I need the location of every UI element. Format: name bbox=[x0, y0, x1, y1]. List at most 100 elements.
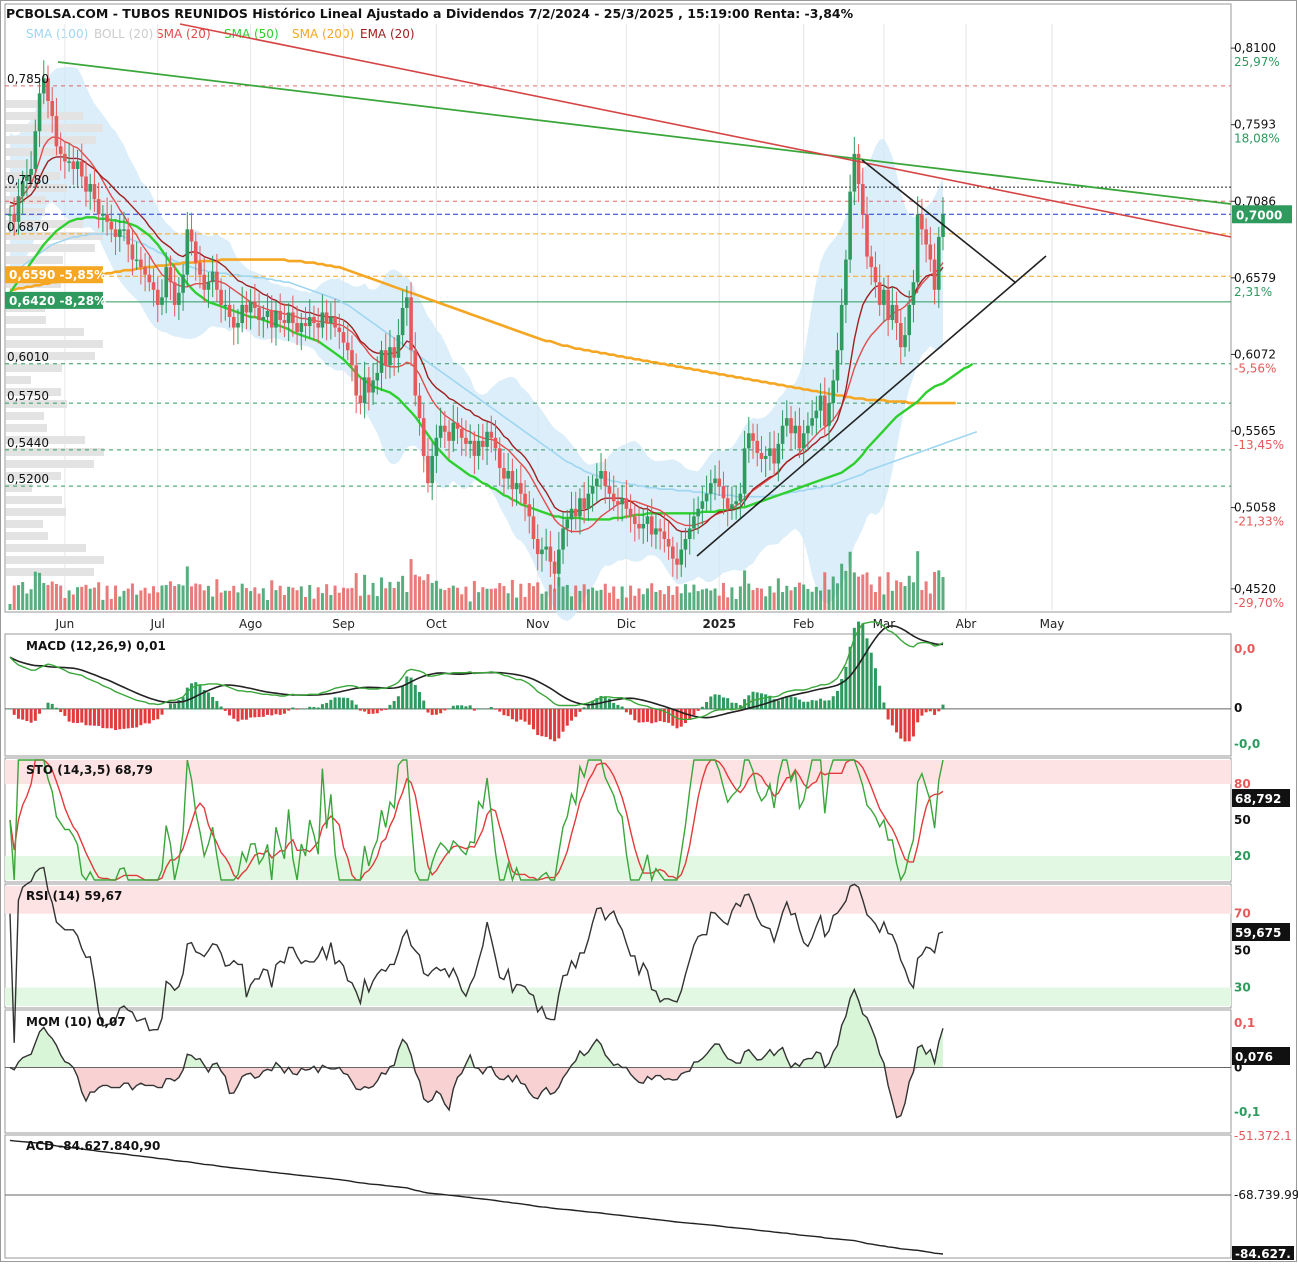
volume-bar bbox=[743, 570, 747, 610]
candle-body bbox=[641, 523, 646, 529]
candle-body bbox=[603, 471, 608, 487]
volume-bar bbox=[510, 579, 514, 610]
macd-histogram-bar bbox=[759, 693, 763, 710]
macd-histogram-bar bbox=[671, 708, 675, 726]
candle-body bbox=[704, 493, 709, 502]
volume-bar bbox=[266, 600, 270, 610]
candle-body bbox=[531, 516, 536, 540]
macd-histogram-bar bbox=[451, 705, 455, 710]
volume-bar bbox=[33, 571, 37, 610]
volume-bar bbox=[413, 574, 417, 610]
candle-body bbox=[633, 516, 637, 524]
macd-histogram-bar bbox=[544, 708, 548, 737]
macd-histogram-bar bbox=[291, 707, 295, 710]
volume-bar bbox=[489, 588, 493, 610]
macd-histogram-bar bbox=[937, 708, 941, 712]
candle-body bbox=[63, 153, 67, 162]
volume-bar bbox=[599, 589, 603, 610]
volume-bar bbox=[696, 591, 700, 610]
candle-body bbox=[540, 549, 544, 555]
candle-body bbox=[535, 539, 540, 555]
volume-bar bbox=[569, 596, 573, 610]
volume-bar bbox=[451, 585, 455, 610]
candle-body bbox=[911, 282, 916, 305]
candle-body bbox=[649, 516, 654, 535]
volume-bar bbox=[852, 572, 856, 610]
candle-body bbox=[160, 297, 164, 305]
candle-body bbox=[248, 301, 253, 313]
mom-value-tag bbox=[1232, 1047, 1290, 1065]
x-tick-label: Jul bbox=[150, 617, 165, 631]
volume-bar bbox=[823, 572, 827, 610]
candle-body bbox=[595, 478, 599, 487]
volume-bar bbox=[249, 591, 253, 610]
volume-bar bbox=[802, 584, 806, 610]
volume-bar bbox=[603, 583, 607, 610]
volume-bar bbox=[177, 584, 181, 610]
macd-histogram-bar bbox=[266, 708, 270, 715]
candle-body bbox=[856, 153, 861, 185]
volume-bar bbox=[882, 594, 886, 610]
y-tick-label: 0,6072 bbox=[1234, 347, 1276, 361]
macd-histogram-bar bbox=[430, 708, 434, 715]
macd-histogram-bar bbox=[616, 704, 620, 710]
left-level-label: 0,7850 bbox=[7, 72, 49, 86]
sma100-line bbox=[9, 233, 978, 498]
volume-bar bbox=[29, 589, 33, 610]
macd-histogram-bar bbox=[422, 700, 426, 710]
macd-histogram-bar bbox=[531, 708, 535, 730]
candle-body bbox=[848, 191, 852, 260]
macd-axis-label: 0,0 bbox=[1234, 642, 1255, 656]
macd-histogram-bar bbox=[679, 708, 683, 727]
volume-bar bbox=[819, 590, 823, 610]
rsi-axis-label: 50 bbox=[1234, 944, 1251, 958]
macd-histogram-bar bbox=[941, 704, 945, 710]
left-level-label: 0,6870 bbox=[7, 220, 49, 234]
candle-body bbox=[12, 214, 17, 222]
candle-body bbox=[915, 214, 920, 283]
volume-bar bbox=[105, 585, 109, 610]
candle-body bbox=[489, 431, 494, 438]
volume-profile-bar bbox=[6, 256, 63, 264]
volume-bar bbox=[434, 580, 438, 610]
volume-bar bbox=[304, 597, 308, 610]
macd-histogram-bar bbox=[164, 708, 168, 710]
volume-bar bbox=[401, 575, 405, 610]
volume-bar bbox=[700, 589, 704, 610]
candle-body bbox=[544, 546, 548, 550]
candle-body bbox=[139, 259, 143, 268]
candle-body bbox=[329, 316, 333, 324]
mom-negative-area bbox=[10, 1067, 943, 1118]
macd-histogram-bar bbox=[510, 708, 514, 720]
volume-profile-bar bbox=[6, 220, 83, 228]
macd-histogram-bar bbox=[612, 702, 616, 710]
macd-histogram-bar bbox=[168, 703, 172, 710]
macd-histogram-bar bbox=[933, 708, 937, 715]
candle-body bbox=[578, 498, 582, 517]
y-tick-label: 0,4520 bbox=[1234, 582, 1276, 596]
candle-body bbox=[873, 267, 878, 283]
x-tick-label: Sep bbox=[332, 617, 355, 631]
volume-profile-bar bbox=[6, 460, 94, 468]
volume-bar bbox=[371, 582, 375, 610]
mom-axis-label: 0,1 bbox=[1234, 1016, 1255, 1030]
volume-bar bbox=[278, 585, 282, 610]
volume-bar bbox=[168, 581, 172, 610]
volume-bar bbox=[709, 590, 713, 610]
macd-histogram-bar bbox=[848, 646, 852, 710]
macd-histogram-bar bbox=[202, 690, 206, 710]
candle-body bbox=[269, 310, 274, 328]
volume-bar bbox=[527, 583, 531, 610]
volume-bar bbox=[493, 588, 497, 610]
volume-bar bbox=[671, 594, 675, 610]
candle-body bbox=[721, 486, 726, 499]
macd-histogram-bar bbox=[536, 708, 540, 736]
macd-histogram-bar bbox=[683, 708, 687, 724]
volume-bar bbox=[561, 586, 565, 610]
macd-histogram-bar bbox=[641, 708, 645, 723]
candle-body bbox=[822, 395, 827, 426]
candle-body bbox=[898, 323, 903, 348]
sto-axis-label: 50 bbox=[1234, 813, 1251, 827]
volume-bar bbox=[688, 592, 692, 610]
candle-body bbox=[886, 289, 890, 320]
